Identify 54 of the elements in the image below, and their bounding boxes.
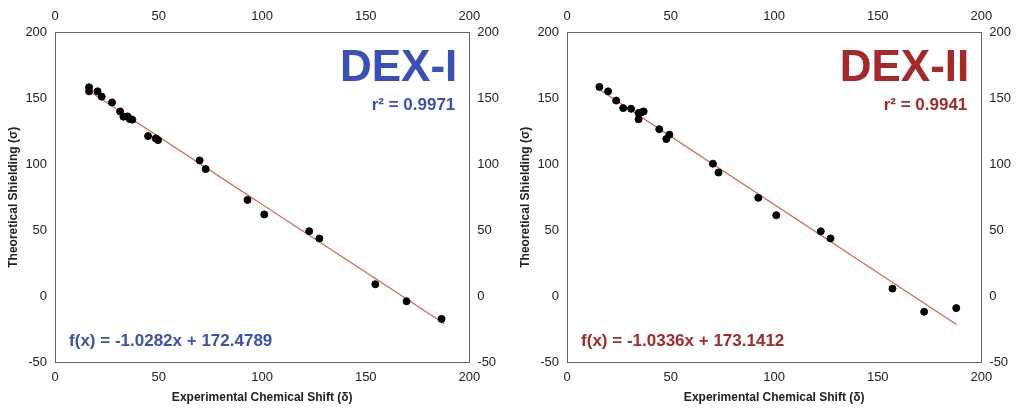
y2-tick-label: 100: [477, 155, 500, 171]
chart-title: DEX-II: [839, 40, 970, 90]
x-tick-label: 0: [563, 369, 571, 385]
annotation: r² = 0.9941: [883, 94, 968, 114]
x2-tick-label: 200: [970, 8, 993, 24]
x-tick-label: 150: [354, 369, 377, 385]
x-axis-title: Experimental Chemical Shift (δ): [683, 390, 865, 405]
x2-tick-label: 50: [151, 8, 166, 24]
x-tick-label: 100: [763, 369, 786, 385]
annotation: f(x) = -1.0282x + 172.4789: [69, 331, 273, 351]
y2-tick-label: 150: [989, 90, 1012, 106]
y-tick-label: 50: [32, 221, 48, 237]
y-tick-label: 100: [25, 155, 48, 171]
annotation: r² = 0.9971: [371, 94, 456, 114]
x2-tick-label: 50: [663, 8, 678, 24]
y2-tick-label: 200: [477, 24, 500, 40]
x-tick-label: 200: [458, 369, 481, 385]
x2-tick-label: 0: [563, 8, 571, 24]
y-tick-label: 200: [537, 24, 560, 40]
x-tick-label: 50: [151, 369, 166, 385]
y-axis-title: Theoretical Shielding (σ): [517, 126, 532, 268]
x-tick-label: 100: [251, 369, 274, 385]
x2-tick-label: 100: [763, 8, 786, 24]
x2-tick-label: 0: [51, 8, 59, 24]
y-tick-label: 50: [544, 221, 560, 237]
x2-tick-label: 150: [866, 8, 889, 24]
y-tick-label: 0: [39, 287, 48, 303]
y-axis-title: Theoretical Shielding (σ): [5, 126, 20, 268]
annotation: f(x) = -1.0336x + 173.1412: [581, 331, 785, 351]
y-tick-label: -50: [540, 353, 560, 369]
y2-tick-label: 50: [477, 221, 492, 237]
y-tick-label: 200: [25, 24, 48, 40]
y-tick-label: 100: [537, 155, 560, 171]
x-tick-label: 200: [970, 369, 993, 385]
y2-tick-label: 100: [989, 155, 1012, 171]
y-tick-label: 0: [551, 287, 560, 303]
x2-tick-label: 200: [458, 8, 481, 24]
y2-tick-label: 200: [989, 24, 1012, 40]
y2-tick-label: -50: [477, 353, 497, 369]
y2-tick-label: 150: [477, 90, 500, 106]
chart-title: DEX-I: [339, 40, 458, 90]
x-axis-title: Experimental Chemical Shift (δ): [171, 390, 353, 405]
x-tick-label: 150: [866, 369, 889, 385]
y-tick-label: -50: [28, 353, 48, 369]
y2-tick-label: 0: [477, 287, 485, 303]
y2-tick-label: 50: [989, 221, 1004, 237]
x2-tick-label: 100: [251, 8, 274, 24]
y2-tick-label: -50: [989, 353, 1009, 369]
x2-tick-label: 150: [354, 8, 377, 24]
y2-tick-label: 0: [989, 287, 997, 303]
y-tick-label: 150: [537, 90, 560, 106]
y-tick-label: 150: [25, 90, 48, 106]
x-tick-label: 0: [51, 369, 59, 385]
x-tick-label: 50: [663, 369, 678, 385]
